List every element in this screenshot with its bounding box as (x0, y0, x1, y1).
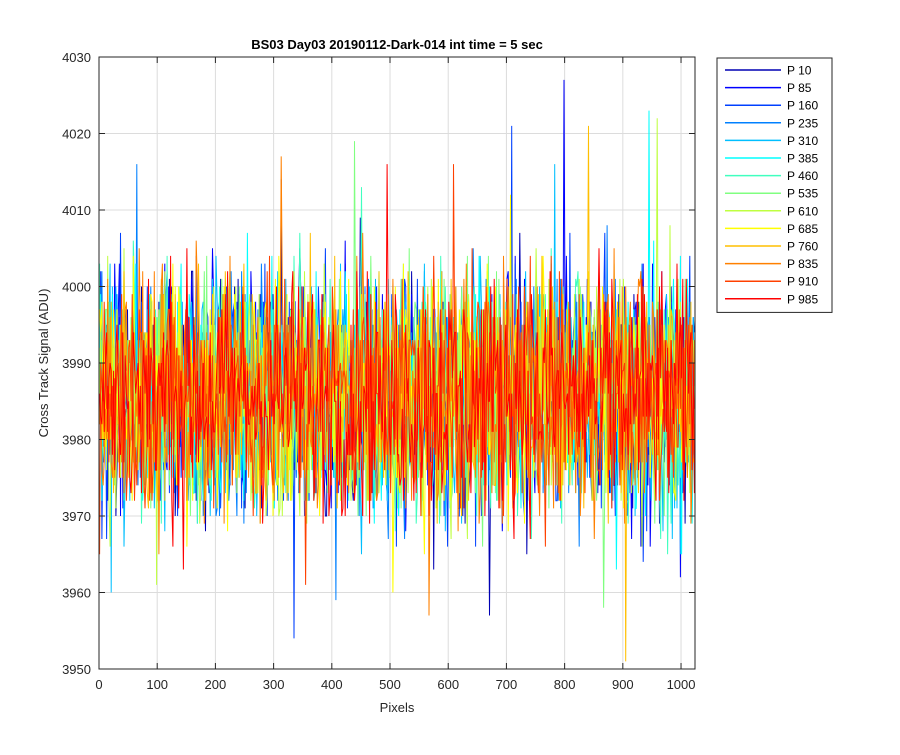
y-tick-label: 3950 (62, 662, 91, 677)
legend-label: P 835 (787, 257, 818, 271)
x-tick-label: 100 (146, 677, 168, 692)
legend-label: P 760 (787, 240, 818, 254)
legend-label: P 235 (787, 116, 818, 130)
x-tick-label: 300 (263, 677, 285, 692)
legend-label: P 460 (787, 169, 818, 183)
y-tick-label: 3990 (62, 356, 91, 371)
y-axis-label: Cross Track Signal (ADU) (36, 289, 51, 438)
legend-label: P 685 (787, 222, 818, 236)
legend-label: P 535 (787, 187, 818, 201)
series-group (99, 79, 695, 662)
y-tick-label: 4030 (62, 50, 91, 65)
y-tick-label: 3980 (62, 433, 91, 448)
legend-label: P 910 (787, 275, 818, 289)
y-tick-label: 3970 (62, 509, 91, 524)
y-tick-label: 4010 (62, 203, 91, 218)
x-tick-label: 700 (496, 677, 518, 692)
legend-label: P 310 (787, 134, 818, 148)
legend-label: P 160 (787, 99, 818, 113)
x-tick-label: 200 (205, 677, 227, 692)
x-tick-label: 800 (554, 677, 576, 692)
series-line-p985 (99, 164, 695, 570)
tick-marks (98, 56, 695, 670)
legend-label: P 10 (787, 64, 812, 78)
legend-label: P 610 (787, 204, 818, 218)
x-axis-label: Pixels (380, 700, 415, 715)
x-tick-label: 500 (379, 677, 401, 692)
legend-box (716, 57, 833, 313)
x-tick-label: 1000 (667, 677, 696, 692)
legend-label: P 985 (787, 292, 818, 306)
legend-label: P 385 (787, 152, 818, 166)
chart-title: BS03 Day03 20190112-Dark-014 int time = … (251, 37, 543, 52)
y-tick-label: 4000 (62, 280, 91, 295)
x-tick-label: 600 (437, 677, 459, 692)
x-tick-label: 0 (95, 677, 102, 692)
legend: P 10 P 85 P 160 P 235 P 310 P 385 P 460 P 535 P … (716, 57, 833, 313)
x-tick-label: 400 (321, 677, 343, 692)
x-tick-label: 900 (612, 677, 634, 692)
y-tick-label: 4020 (62, 127, 91, 142)
legend-label: P 85 (787, 81, 812, 95)
y-tick-label: 3960 (62, 586, 91, 601)
tick-labels: 0 100 200 300 400 500 600 700 800 900 1000 3950 3960… (62, 50, 695, 692)
